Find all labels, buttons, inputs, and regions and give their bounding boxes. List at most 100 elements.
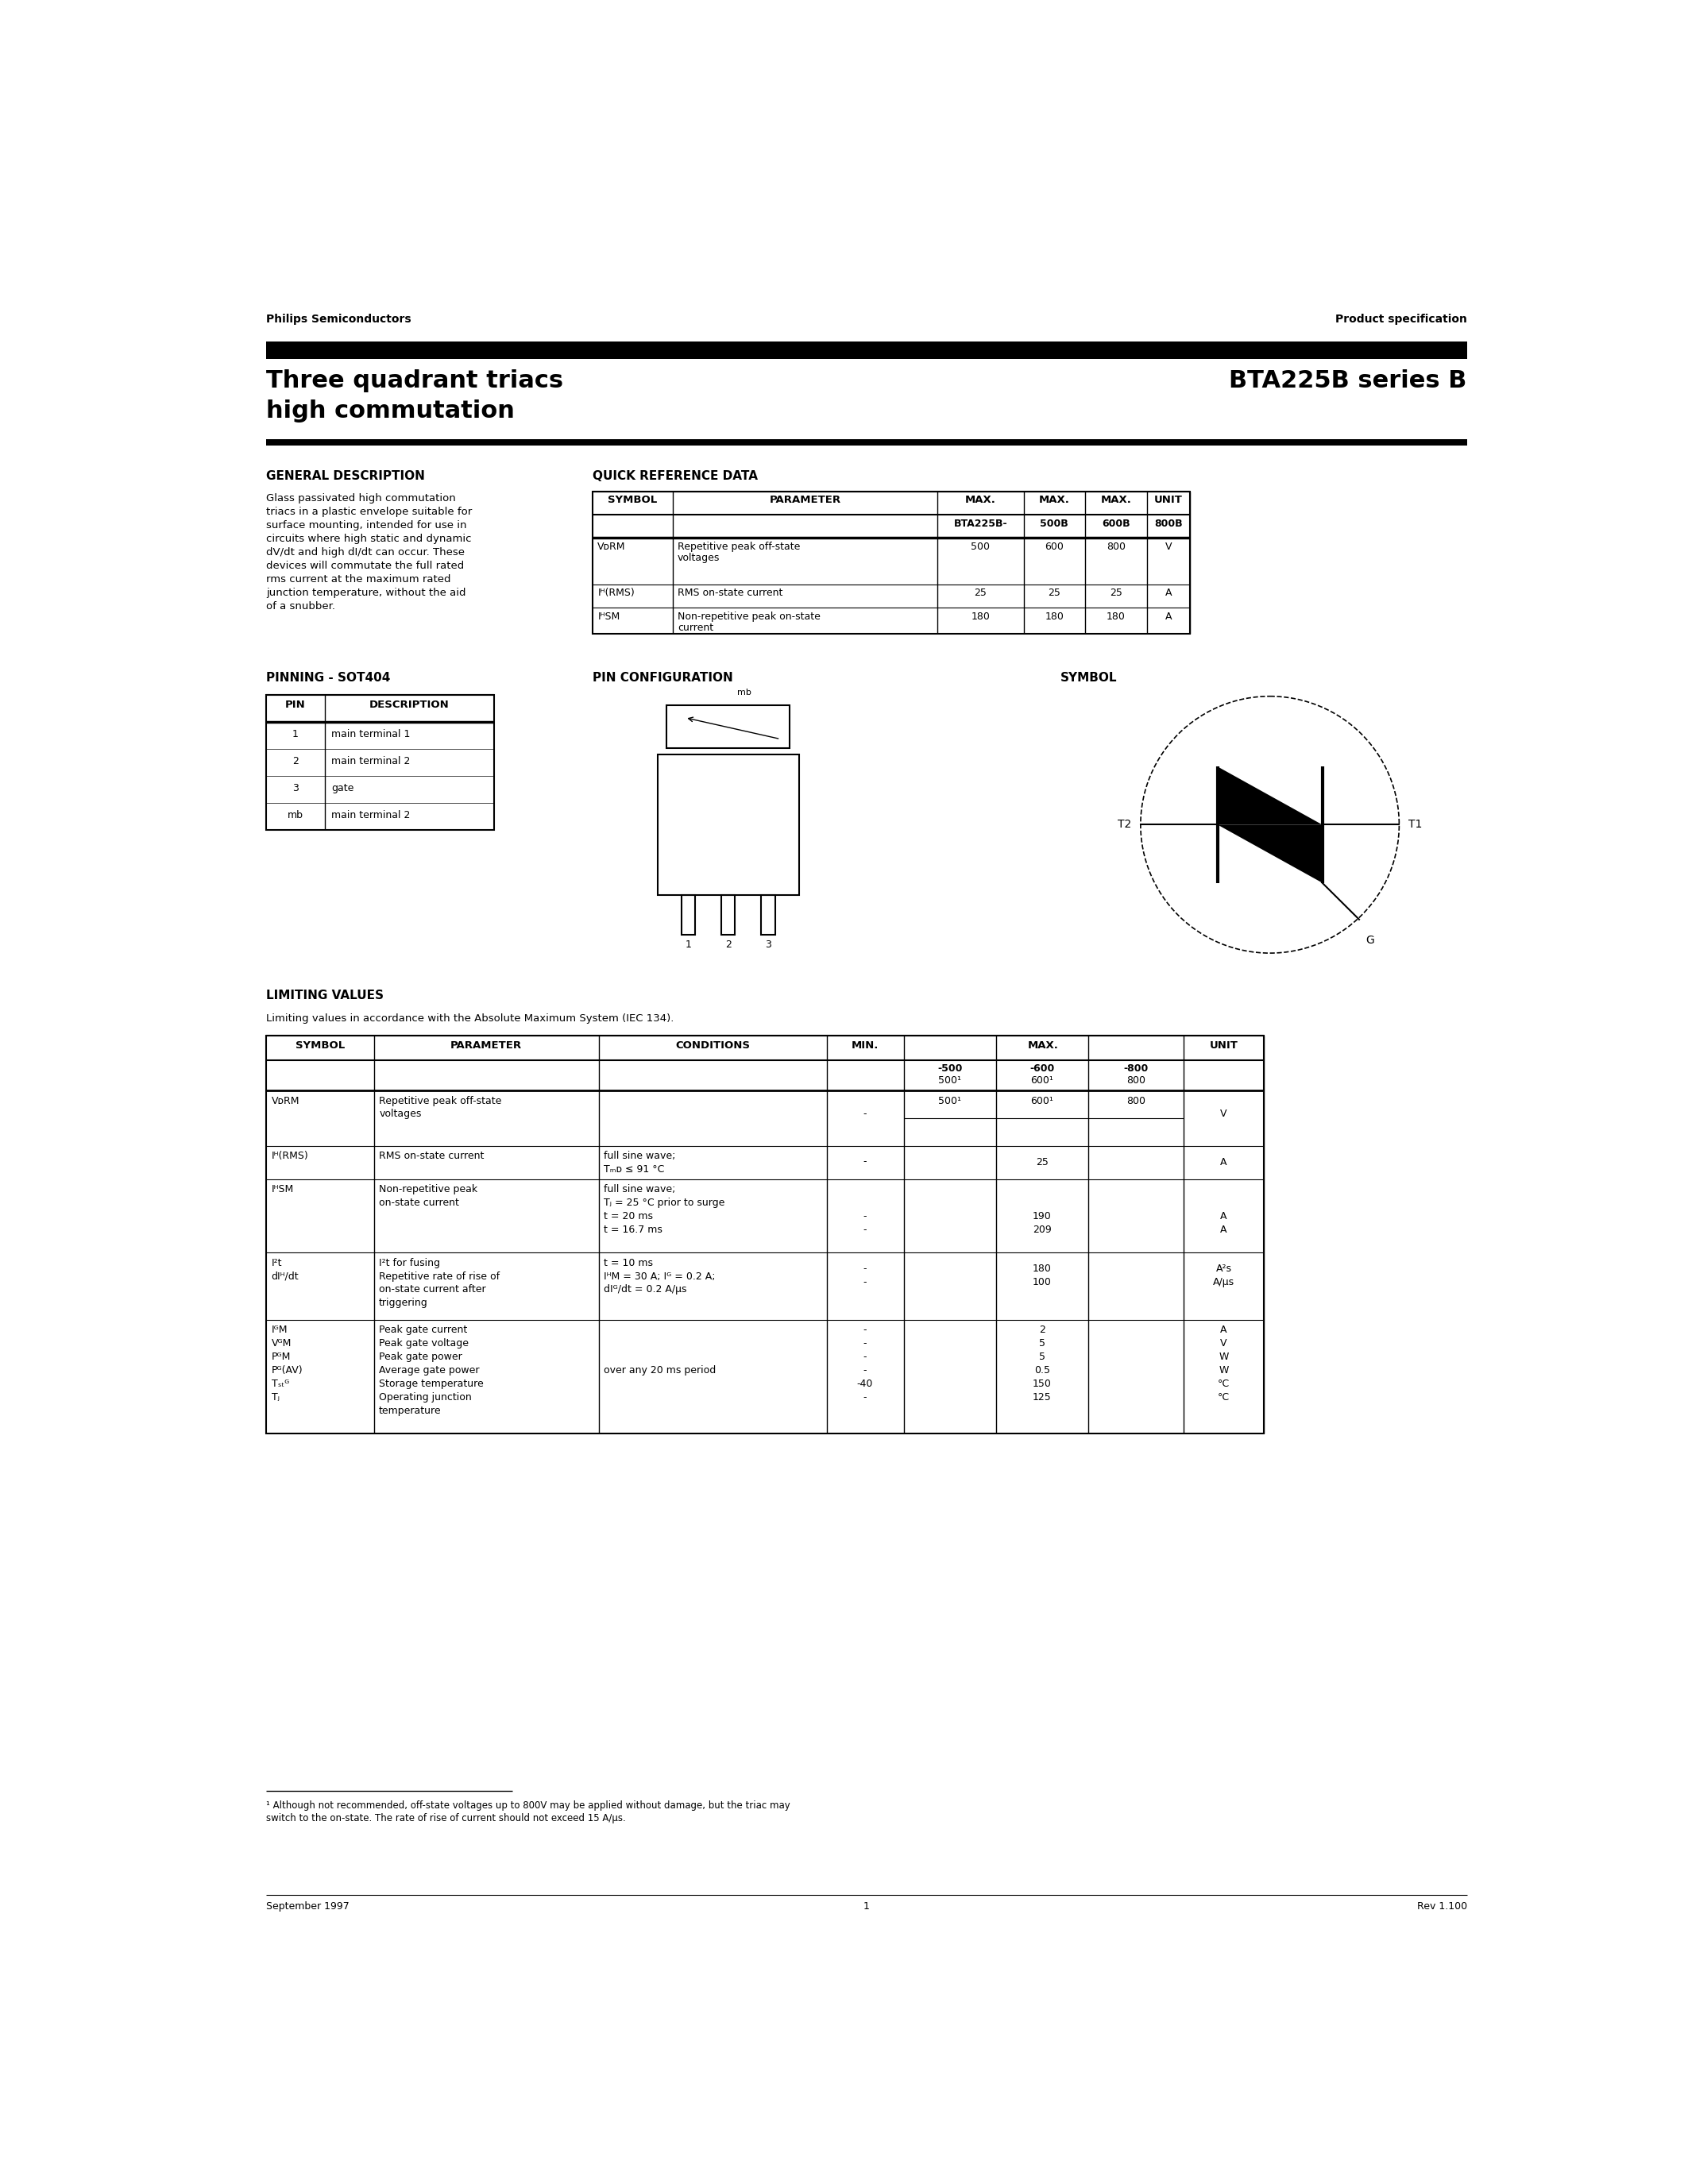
- Bar: [721, 895, 734, 935]
- Bar: [657, 753, 798, 895]
- Text: A: A: [1220, 1212, 1227, 1221]
- Text: QUICK REFERENCE DATA: QUICK REFERENCE DATA: [592, 470, 758, 483]
- Text: ¹ Although not recommended, off-state voltages up to 800V may be applied without: ¹ Although not recommended, off-state vo…: [267, 1800, 790, 1811]
- Text: 150: 150: [1033, 1378, 1052, 1389]
- Text: voltages: voltages: [677, 553, 721, 563]
- Text: V: V: [1220, 1339, 1227, 1350]
- Text: RMS on-state current: RMS on-state current: [677, 587, 783, 598]
- Text: PINNING - SOT404: PINNING - SOT404: [267, 673, 390, 684]
- Text: A: A: [1165, 587, 1171, 598]
- Text: 100: 100: [1033, 1278, 1052, 1289]
- Text: main terminal 1: main terminal 1: [331, 729, 410, 740]
- Text: -: -: [863, 1278, 866, 1289]
- Text: IᴳM: IᴳM: [272, 1326, 287, 1334]
- Text: W: W: [1219, 1365, 1229, 1376]
- Text: 180: 180: [1107, 612, 1126, 622]
- Text: Tₘᴅ ≤ 91 °C: Tₘᴅ ≤ 91 °C: [604, 1164, 665, 1175]
- Text: Tⱼ = 25 °C prior to surge: Tⱼ = 25 °C prior to surge: [604, 1197, 724, 1208]
- Text: 2: 2: [1040, 1326, 1045, 1334]
- Text: -: -: [863, 1352, 866, 1363]
- Text: t = 20 ms: t = 20 ms: [604, 1212, 653, 1221]
- Text: MAX.: MAX.: [1101, 496, 1131, 505]
- Text: 5: 5: [1038, 1339, 1045, 1350]
- Bar: [592, 491, 1190, 633]
- Text: 500: 500: [971, 542, 991, 553]
- Text: -: -: [863, 1212, 866, 1221]
- Text: circuits where high static and dynamic: circuits where high static and dynamic: [267, 533, 471, 544]
- Text: T1: T1: [1408, 819, 1423, 830]
- Text: -: -: [863, 1158, 866, 1166]
- Text: G: G: [1366, 935, 1374, 946]
- Text: full sine wave;: full sine wave;: [604, 1151, 675, 1162]
- Text: IᴴSM: IᴴSM: [598, 612, 619, 622]
- Text: triacs in a plastic envelope suitable for: triacs in a plastic envelope suitable fo…: [267, 507, 473, 518]
- Text: PARAMETER: PARAMETER: [451, 1040, 522, 1051]
- Text: 600¹: 600¹: [1031, 1096, 1053, 1105]
- Text: gate: gate: [331, 784, 353, 793]
- Text: on-state current after: on-state current after: [380, 1284, 486, 1295]
- Text: 1: 1: [292, 729, 299, 740]
- Text: t = 10 ms: t = 10 ms: [604, 1258, 653, 1269]
- Text: Philips Semiconductors: Philips Semiconductors: [267, 314, 412, 325]
- Text: 800: 800: [1126, 1096, 1144, 1105]
- Text: BTA225B-: BTA225B-: [954, 518, 1008, 529]
- Text: -: -: [863, 1391, 866, 1402]
- Text: Repetitive peak off-state: Repetitive peak off-state: [380, 1096, 501, 1105]
- Text: of a snubber.: of a snubber.: [267, 601, 336, 612]
- Text: Tⱼ: Tⱼ: [272, 1391, 279, 1402]
- Text: mb: mb: [738, 688, 751, 697]
- Text: 1: 1: [864, 1900, 869, 1911]
- Text: surface mounting, intended for use in: surface mounting, intended for use in: [267, 520, 468, 531]
- Bar: [267, 695, 495, 830]
- Text: A: A: [1220, 1225, 1227, 1234]
- Bar: [267, 439, 1467, 446]
- Text: -: -: [863, 1225, 866, 1234]
- Text: Rev 1.100: Rev 1.100: [1416, 1900, 1467, 1911]
- Bar: [682, 895, 695, 935]
- Text: 180: 180: [971, 612, 989, 622]
- Text: rms current at the maximum rated: rms current at the maximum rated: [267, 574, 451, 585]
- Text: 600¹: 600¹: [1031, 1075, 1053, 1085]
- Text: over any 20 ms period: over any 20 ms period: [604, 1365, 716, 1376]
- Text: Repetitive rate of rise of: Repetitive rate of rise of: [380, 1271, 500, 1282]
- Text: Storage temperature: Storage temperature: [380, 1378, 484, 1389]
- Text: Pᴳ(AV): Pᴳ(AV): [272, 1365, 302, 1376]
- Text: SYMBOL: SYMBOL: [608, 496, 657, 505]
- Text: 25: 25: [1109, 587, 1123, 598]
- Polygon shape: [1217, 767, 1322, 826]
- Text: -40: -40: [858, 1378, 873, 1389]
- Text: 25: 25: [1048, 587, 1060, 598]
- Text: devices will commutate the full rated: devices will commutate the full rated: [267, 561, 464, 570]
- Text: 190: 190: [1033, 1212, 1052, 1221]
- Text: dIᴳ/dt = 0.2 A/μs: dIᴳ/dt = 0.2 A/μs: [604, 1284, 687, 1295]
- Bar: [267, 1035, 1264, 1433]
- Text: full sine wave;: full sine wave;: [604, 1184, 675, 1195]
- Text: -: -: [863, 1365, 866, 1376]
- Text: Tₛₜᴳ: Tₛₜᴳ: [272, 1378, 289, 1389]
- Text: LIMITING VALUES: LIMITING VALUES: [267, 989, 383, 1002]
- Text: Average gate power: Average gate power: [380, 1365, 479, 1376]
- Text: 600: 600: [1045, 542, 1063, 553]
- Text: VᴅRM: VᴅRM: [272, 1096, 299, 1105]
- Text: Repetitive peak off-state: Repetitive peak off-state: [677, 542, 800, 553]
- Text: UNIT: UNIT: [1155, 496, 1183, 505]
- Text: dIᴴ/dt: dIᴴ/dt: [272, 1271, 299, 1282]
- Text: 500¹: 500¹: [939, 1075, 960, 1085]
- Text: A/μs: A/μs: [1214, 1278, 1234, 1289]
- Text: mb: mb: [287, 810, 304, 821]
- Text: PIN: PIN: [285, 699, 306, 710]
- Text: -800: -800: [1123, 1064, 1148, 1075]
- Text: Iᴴ(RMS): Iᴴ(RMS): [598, 587, 635, 598]
- Text: 5: 5: [1038, 1352, 1045, 1363]
- Text: 800: 800: [1126, 1075, 1144, 1085]
- Text: A: A: [1220, 1158, 1227, 1166]
- Text: 0.5: 0.5: [1035, 1365, 1050, 1376]
- Text: T2: T2: [1117, 819, 1131, 830]
- Text: °C: °C: [1217, 1378, 1229, 1389]
- Text: MAX.: MAX.: [1028, 1040, 1058, 1051]
- Text: Glass passivated high commutation: Glass passivated high commutation: [267, 494, 456, 505]
- Text: junction temperature, without the aid: junction temperature, without the aid: [267, 587, 466, 598]
- Text: Three quadrant triacs: Three quadrant triacs: [267, 369, 564, 393]
- Text: 180: 180: [1045, 612, 1063, 622]
- Text: VᴅRM: VᴅRM: [598, 542, 626, 553]
